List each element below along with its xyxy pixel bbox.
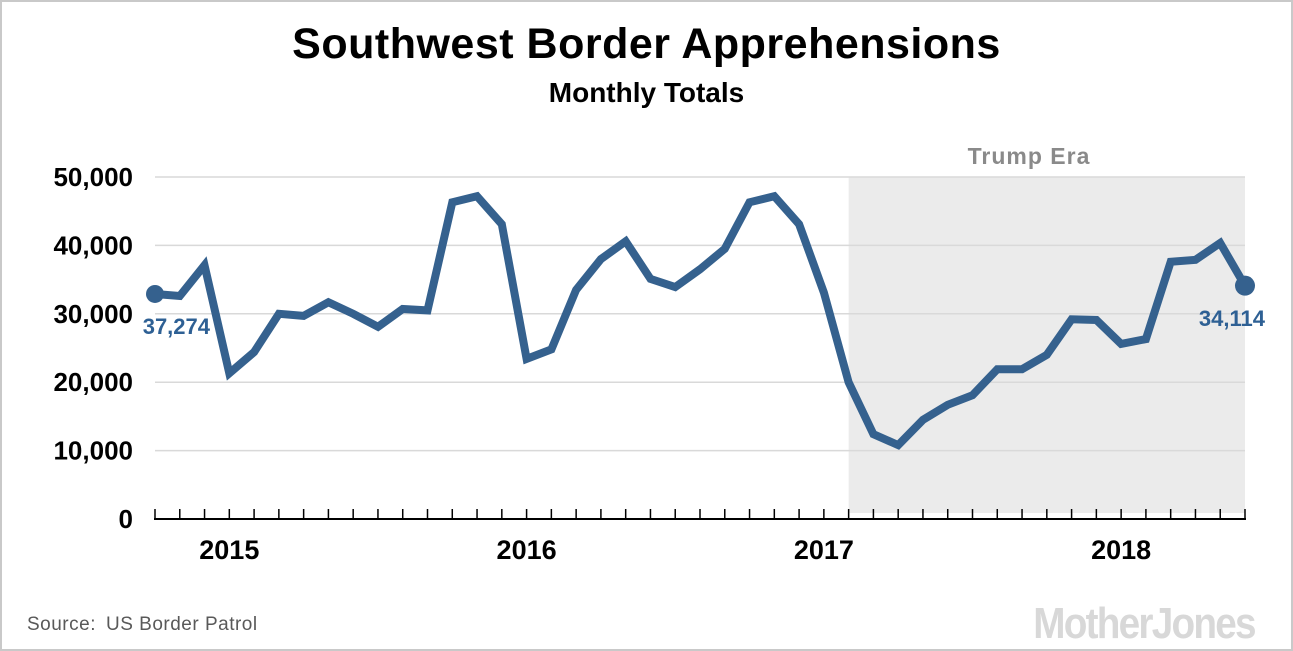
y-axis-label: 50,000 bbox=[53, 162, 133, 192]
chart-subtitle: Monthly Totals bbox=[548, 77, 745, 108]
y-axis-label: 40,000 bbox=[53, 230, 133, 260]
last-point-marker bbox=[1235, 275, 1255, 296]
data-line bbox=[151, 191, 1249, 450]
mother-jones-logo: MotherJones bbox=[1033, 599, 1256, 648]
first-point-marker bbox=[146, 284, 164, 303]
chart-title: Southwest Border Apprehensions bbox=[292, 20, 1001, 68]
y-axis-label: 0 bbox=[119, 504, 133, 534]
trump-era-label: Trump Era bbox=[968, 143, 1091, 169]
source-label: Source: bbox=[27, 614, 96, 635]
trump-era-shading bbox=[848, 177, 1245, 513]
last-point-annotation: 34,114 bbox=[1199, 306, 1266, 331]
year-label: 2018 bbox=[1091, 535, 1151, 565]
first-point-annotation: 37,274 bbox=[143, 314, 211, 339]
y-axis-label: 10,000 bbox=[53, 436, 133, 466]
year-label: 2017 bbox=[794, 535, 854, 565]
source-attribution: Source: US Border Patrol bbox=[27, 614, 258, 636]
year-label: 2015 bbox=[199, 535, 259, 565]
year-label: 2016 bbox=[497, 535, 557, 565]
y-axis-label: 30,000 bbox=[53, 299, 133, 329]
source-value: US Border Patrol bbox=[105, 614, 258, 635]
y-axis-label: 20,000 bbox=[53, 367, 133, 397]
